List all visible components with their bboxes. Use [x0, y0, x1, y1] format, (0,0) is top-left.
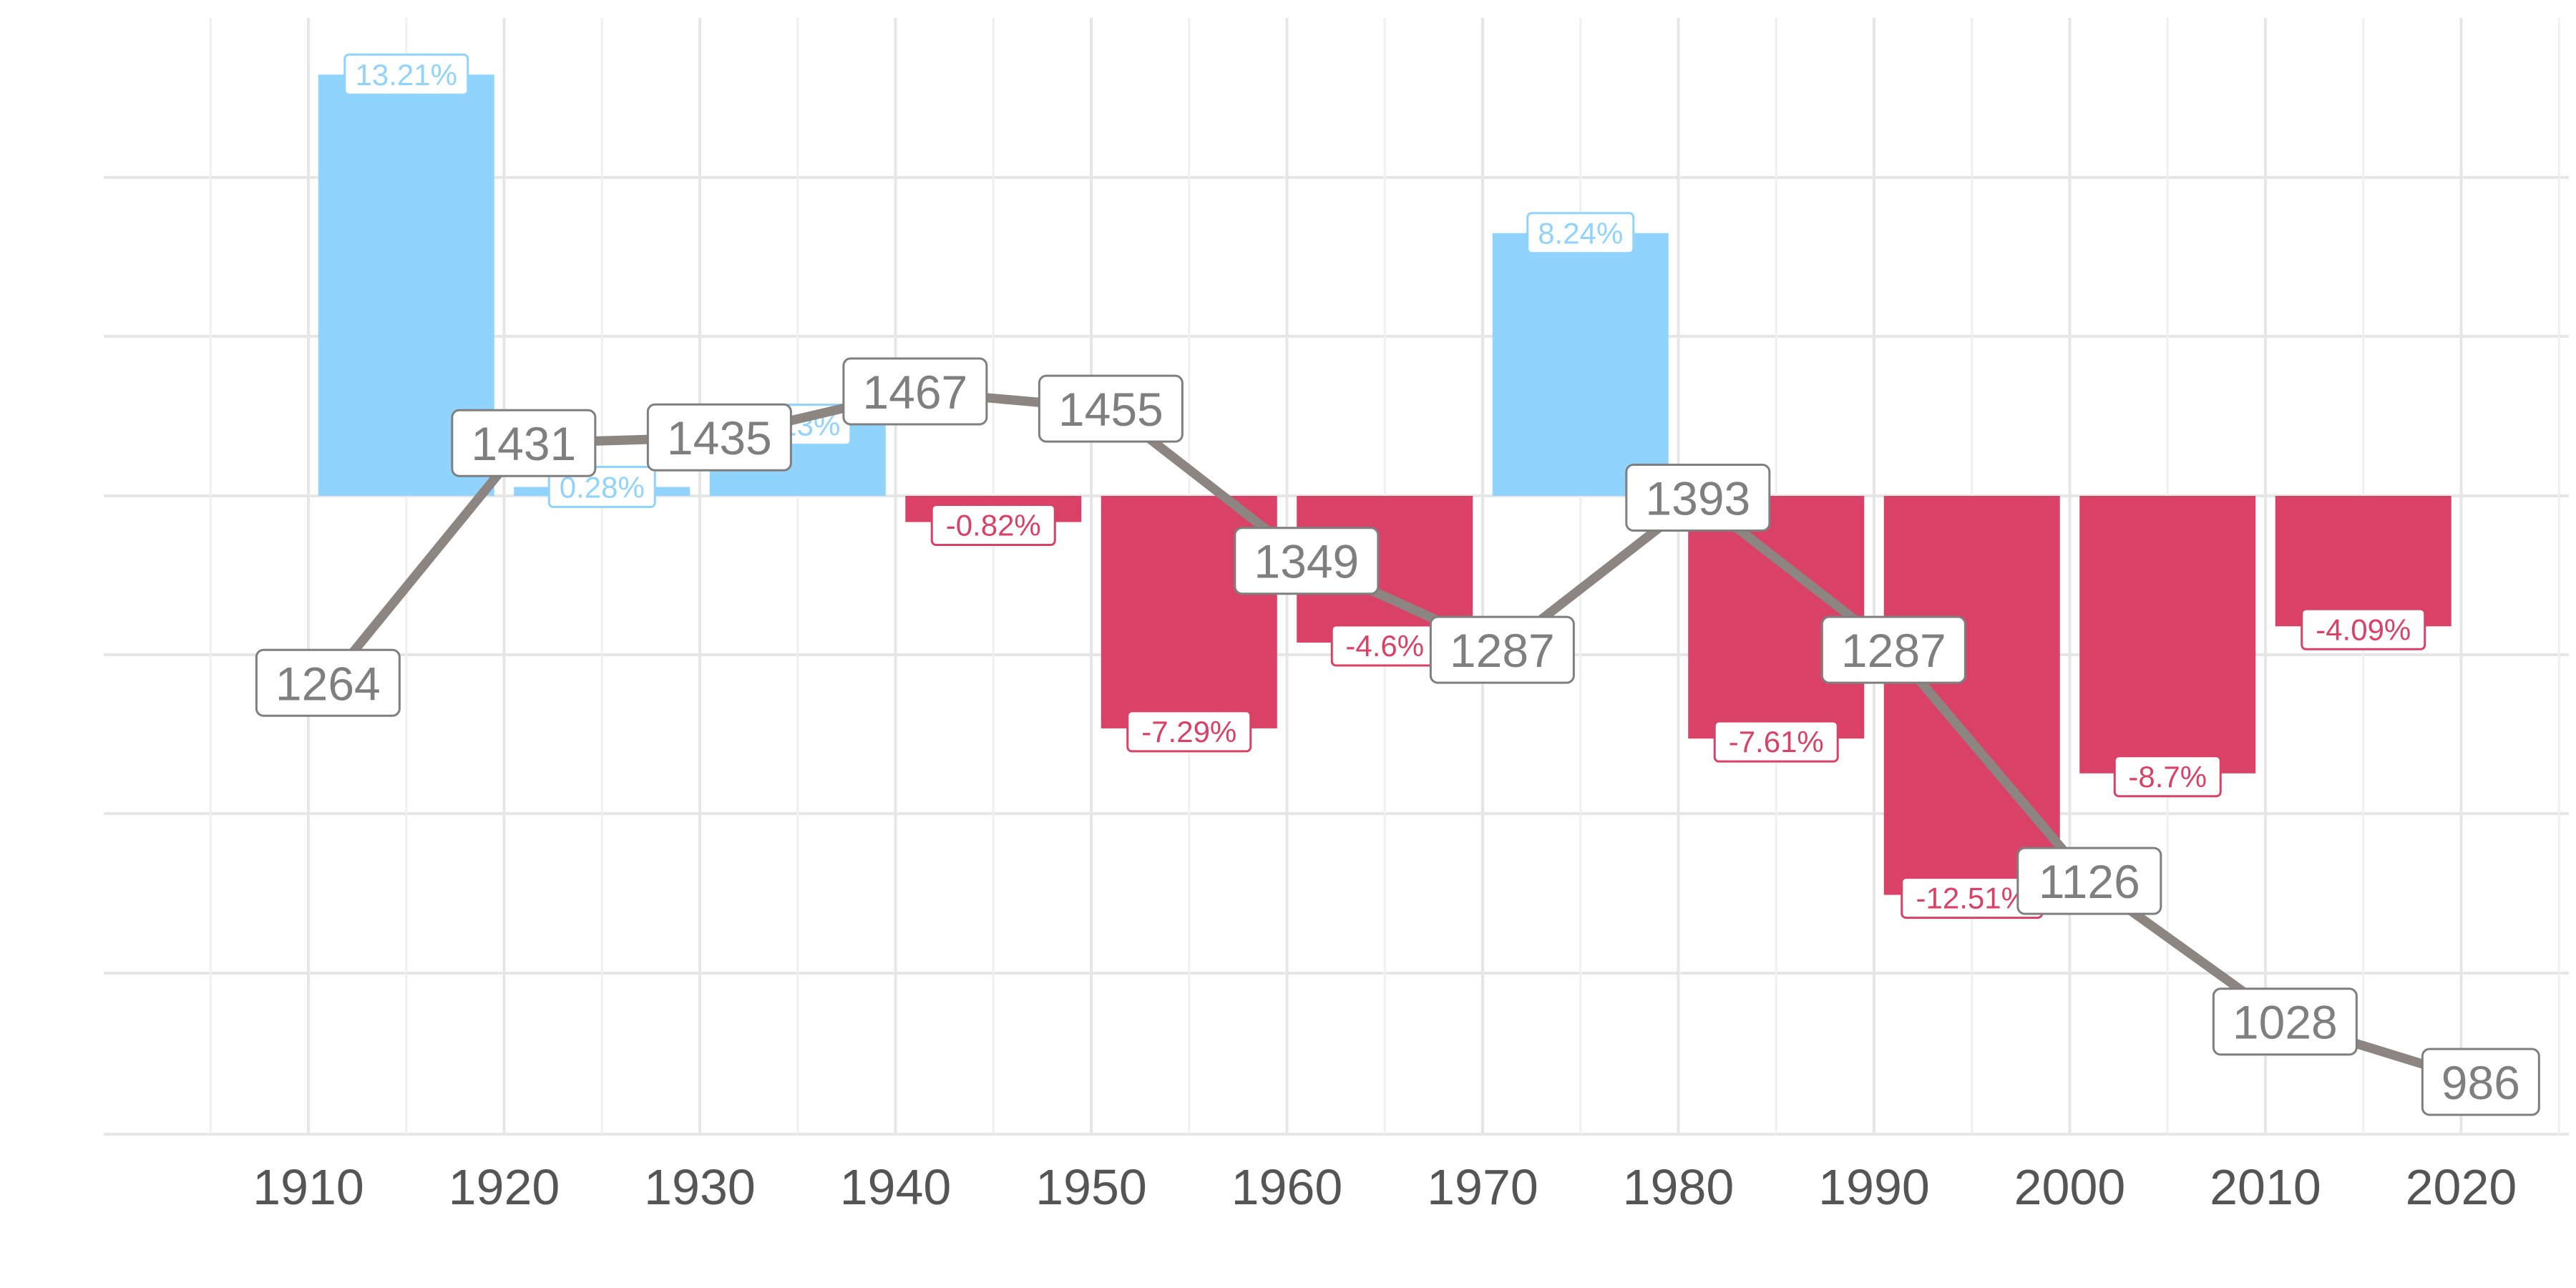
population-label-box: [1234, 527, 1380, 595]
population-label-text: 1393: [1645, 472, 1750, 525]
population-label-text: 1287: [1841, 624, 1946, 677]
population-label: 1287: [1429, 615, 1575, 684]
x-tick-label: 1920: [449, 1159, 560, 1215]
population-label: 1455: [1038, 374, 1184, 443]
x-tick-label: 1940: [840, 1159, 952, 1215]
x-tick-label: 1910: [253, 1159, 364, 1215]
population-label-box: [1429, 615, 1575, 684]
x-tick-label: 1960: [1231, 1159, 1343, 1215]
x-tick-label: 1930: [644, 1159, 756, 1215]
bar-label: -0.82%: [930, 504, 1056, 547]
bar-label-box: [1713, 720, 1839, 763]
population-label-box: [842, 357, 988, 426]
bar-label: -8.7%: [2113, 755, 2222, 798]
population-label-box: [1625, 463, 1771, 532]
population-label-text: 1435: [667, 411, 772, 464]
bar-label-text: -7.29%: [1141, 715, 1236, 748]
population-label-text: 1126: [2039, 855, 2140, 908]
population-label-text: 1028: [2233, 996, 2338, 1049]
population-labels: 1264 1431 1435 1467 1455 1349 1287 1393 1287 1126…: [255, 357, 2540, 1116]
bar-label-text: -7.61%: [1729, 725, 1824, 758]
bar: [1883, 496, 2060, 895]
bar-label: 8.24%: [1526, 212, 1635, 255]
x-tick-label: 2020: [2406, 1159, 2517, 1215]
x-tick-label: 1950: [1035, 1159, 1147, 1215]
x-tick-label: 1990: [1818, 1159, 1930, 1215]
population-label-box: [2421, 1048, 2540, 1116]
population-label-text: 1349: [1254, 535, 1359, 588]
bar-label-text: -4.09%: [2316, 613, 2411, 646]
bar-label: -7.61%: [1713, 720, 1839, 763]
x-tick-label: 1970: [1427, 1159, 1538, 1215]
population-label-box: [646, 403, 792, 472]
population-label-text: 1455: [1058, 383, 1163, 436]
population-label-box: [1820, 615, 1966, 684]
bar-label-box: [930, 504, 1056, 547]
population-label-text: 1431: [471, 417, 576, 470]
population-label-box: [255, 648, 401, 717]
bar-label-box: [343, 53, 469, 96]
grid: [104, 18, 2569, 1136]
population-label: 1431: [451, 409, 597, 477]
population-label: 1393: [1625, 463, 1771, 532]
population-label: 986: [2421, 1048, 2540, 1116]
population-label: 1028: [2212, 987, 2358, 1056]
population-label: 1287: [1820, 615, 1966, 684]
population-label-box: [2212, 987, 2358, 1056]
bar-label-box: [1126, 710, 1252, 753]
bar-label-text: -4.6%: [1345, 629, 1424, 663]
bar: [1492, 233, 1669, 496]
x-axis-ticks: 1910 1920 1930 1940 1950 1960 1970 1980 1990 2000…: [253, 1159, 2517, 1215]
bar-label-text: -8.7%: [2128, 760, 2207, 794]
bar-label: 13.21%: [343, 53, 469, 96]
bar: [2275, 496, 2451, 627]
bar-label-box: [2113, 755, 2222, 798]
population-label-text: 1467: [862, 366, 967, 419]
bar-label: -4.09%: [2301, 608, 2426, 650]
bar-label: -12.51%: [1901, 877, 2044, 919]
population-label-box: [451, 409, 597, 477]
bar-label-box: [1526, 212, 1635, 255]
population-label-box: [2016, 847, 2162, 915]
x-tick-label: 2010: [2210, 1159, 2321, 1215]
bar-label: -7.29%: [1126, 710, 1252, 753]
x-tick-label: 2000: [2014, 1159, 2126, 1215]
bar-label-text: 8.24%: [1538, 217, 1623, 250]
bar-label-box: [2301, 608, 2426, 650]
bar-label: -4.6%: [1330, 624, 1439, 667]
x-tick-label: 1980: [1623, 1159, 1735, 1215]
population-label: 1435: [646, 403, 792, 472]
population-label-box: [1038, 374, 1184, 443]
population-label-text: 1264: [275, 657, 381, 710]
bar-label-text: -0.82%: [946, 509, 1041, 542]
population-label: 1126: [2016, 847, 2162, 915]
population-label: 1467: [842, 357, 988, 426]
population-label: 1349: [1234, 527, 1380, 595]
bar: [2079, 496, 2256, 774]
population-label-text: 1287: [1450, 624, 1555, 677]
bar-label-text: 13.21%: [356, 58, 457, 92]
population-label: 1264: [255, 648, 401, 717]
bar-label-text: -12.51%: [1916, 882, 2028, 915]
population-label-text: 986: [2441, 1056, 2520, 1109]
